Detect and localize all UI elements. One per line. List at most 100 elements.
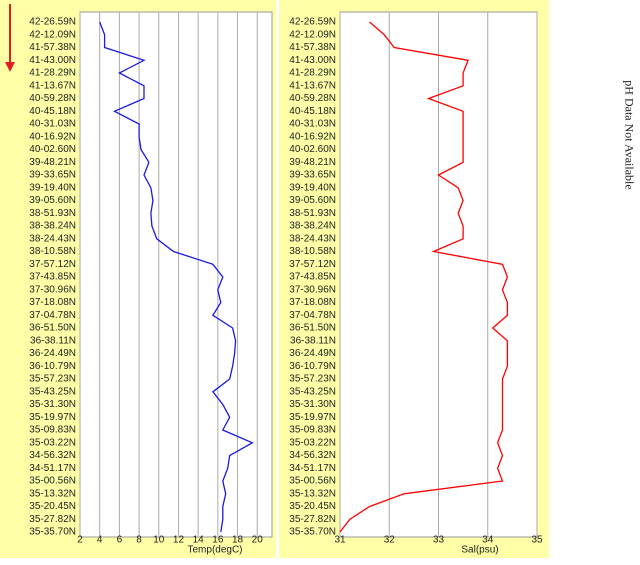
y-tick-label: 35-13.32N: [289, 488, 336, 499]
y-tick-label: 40-02.60N: [289, 144, 336, 155]
y-tick-label: 35-35.70N: [289, 527, 336, 538]
y-tick-label: 39-33.65N: [29, 170, 76, 181]
x-tick-label: 4: [97, 535, 103, 546]
x-tick-label: 20: [252, 535, 264, 546]
note: pH Data Not Available: [622, 80, 636, 189]
y-tick-label: 35-35.70N: [29, 527, 76, 538]
y-tick-label: 41-43.00N: [29, 55, 76, 66]
y-tick-label: 36-24.49N: [29, 348, 76, 359]
y-tick-label: 39-05.60N: [289, 195, 336, 206]
y-tick-label: 34-51.17N: [29, 463, 76, 474]
y-tick-label: 35-43.25N: [29, 386, 76, 397]
y-tick-label: 40-59.28N: [29, 93, 76, 104]
x-axis-title: Temp(degC): [187, 545, 242, 556]
y-tick-label: 39-05.60N: [29, 195, 76, 206]
y-tick-label: 38-24.43N: [289, 233, 336, 244]
y-tick-label: 37-18.08N: [29, 297, 76, 308]
y-tick-label: 38-51.93N: [29, 208, 76, 219]
y-tick-label: 37-04.78N: [29, 310, 76, 321]
y-tick-label: 40-02.60N: [29, 144, 76, 155]
y-tick-label: 40-16.92N: [289, 131, 336, 142]
y-tick-label: 35-31.30N: [29, 399, 76, 410]
y-tick-label: 37-57.12N: [29, 259, 76, 270]
y-tick-label: 41-28.29N: [289, 68, 336, 79]
y-tick-label: 35-19.97N: [29, 412, 76, 423]
y-tick-label: 39-33.65N: [289, 170, 336, 181]
y-tick-label: 41-13.67N: [289, 80, 336, 91]
y-tick-label: 35-00.56N: [29, 476, 76, 487]
y-tick-label: 35-43.25N: [289, 386, 336, 397]
x-tick-label: 14: [193, 535, 205, 546]
y-tick-label: 38-38.24N: [29, 221, 76, 232]
x-tick-label: 2: [77, 535, 83, 546]
y-tick-label: 41-43.00N: [289, 55, 336, 66]
y-tick-label: 36-51.50N: [289, 323, 336, 334]
y-tick-label: 35-20.45N: [29, 501, 76, 512]
y-tick-label: 35-27.82N: [29, 514, 76, 525]
y-tick-label: 35-31.30N: [289, 399, 336, 410]
x-tick-label: 34: [482, 535, 494, 546]
y-tick-label: 39-19.40N: [29, 182, 76, 193]
y-tick-label: 37-04.78N: [289, 310, 336, 321]
data-line: [339, 21, 509, 533]
x-tick-label: 18: [232, 535, 244, 546]
x-tick-label: 33: [433, 535, 445, 546]
y-tick-label: 38-38.24N: [289, 221, 336, 232]
y-tick-label: 39-48.21N: [29, 157, 76, 168]
x-tick-label: 8: [136, 535, 142, 546]
y-tick-label: 36-10.79N: [289, 361, 336, 372]
y-tick-label: 35-09.83N: [289, 425, 336, 436]
y-tick-label: 37-30.96N: [29, 284, 76, 295]
y-tick-label: 35-19.97N: [289, 412, 336, 423]
y-tick-label: 40-31.03N: [289, 119, 336, 130]
plot-area: [79, 11, 273, 538]
y-tick-label: 42-26.59N: [289, 17, 336, 28]
y-tick-label: 37-57.12N: [289, 259, 336, 270]
y-tick-label: 40-45.18N: [29, 106, 76, 117]
y-tick-label: 42-26.59N: [29, 17, 76, 28]
y-tick-label: 39-19.40N: [289, 182, 336, 193]
y-tick-label: 35-09.83N: [29, 425, 76, 436]
y-tick-label: 41-57.38N: [289, 42, 336, 53]
y-tick-label: 38-10.58N: [29, 246, 76, 257]
y-tick-label: 34-56.32N: [29, 450, 76, 461]
y-tick-label: 41-13.67N: [29, 80, 76, 91]
x-tick-label: 12: [173, 535, 185, 546]
y-tick-label: 37-18.08N: [289, 297, 336, 308]
y-tick-label: 40-59.28N: [289, 93, 336, 104]
x-axis-title: Sal(psu): [461, 545, 498, 556]
y-tick-label: 40-45.18N: [289, 106, 336, 117]
y-tick-label: 39-48.21N: [289, 157, 336, 168]
y-tick-label: 42-12.09N: [289, 29, 336, 40]
x-tick-label: 16: [212, 535, 224, 546]
y-tick-label: 37-43.85N: [289, 272, 336, 283]
y-tick-label: 41-28.29N: [29, 68, 76, 79]
y-tick-label: 35-00.56N: [289, 476, 336, 487]
y-tick-label: 38-51.93N: [289, 208, 336, 219]
y-tick-label: 35-27.82N: [289, 514, 336, 525]
y-tick-label: 34-56.32N: [289, 450, 336, 461]
y-tick-label: 35-20.45N: [289, 501, 336, 512]
x-tick-label: 10: [153, 535, 165, 546]
x-tick-label: 6: [117, 535, 123, 546]
y-tick-label: 35-13.32N: [29, 488, 76, 499]
y-tick-label: 36-38.11N: [30, 335, 76, 346]
y-tick-label: 38-24.43N: [29, 233, 76, 244]
y-tick-label: 36-10.79N: [29, 361, 76, 372]
x-tick-label: 32: [384, 535, 396, 546]
y-tick-label: 35-57.23N: [29, 374, 76, 385]
y-tick-label: 34-51.17N: [289, 463, 336, 474]
y-tick-label: 40-16.92N: [29, 131, 76, 142]
data-line: [99, 21, 254, 533]
y-tick-label: 36-24.49N: [289, 348, 336, 359]
y-tick-label: 41-57.38N: [29, 42, 76, 53]
x-tick-label: 31: [334, 535, 346, 546]
y-tick-label: 35-03.22N: [289, 437, 336, 448]
y-tick-label: 37-43.85N: [29, 272, 76, 283]
arrow-head: [5, 62, 15, 72]
y-tick-label: 35-03.22N: [29, 437, 76, 448]
y-tick-label: 36-51.50N: [29, 323, 76, 334]
x-tick-label: 35: [531, 535, 543, 546]
y-tick-label: 36-38.11N: [290, 335, 336, 346]
